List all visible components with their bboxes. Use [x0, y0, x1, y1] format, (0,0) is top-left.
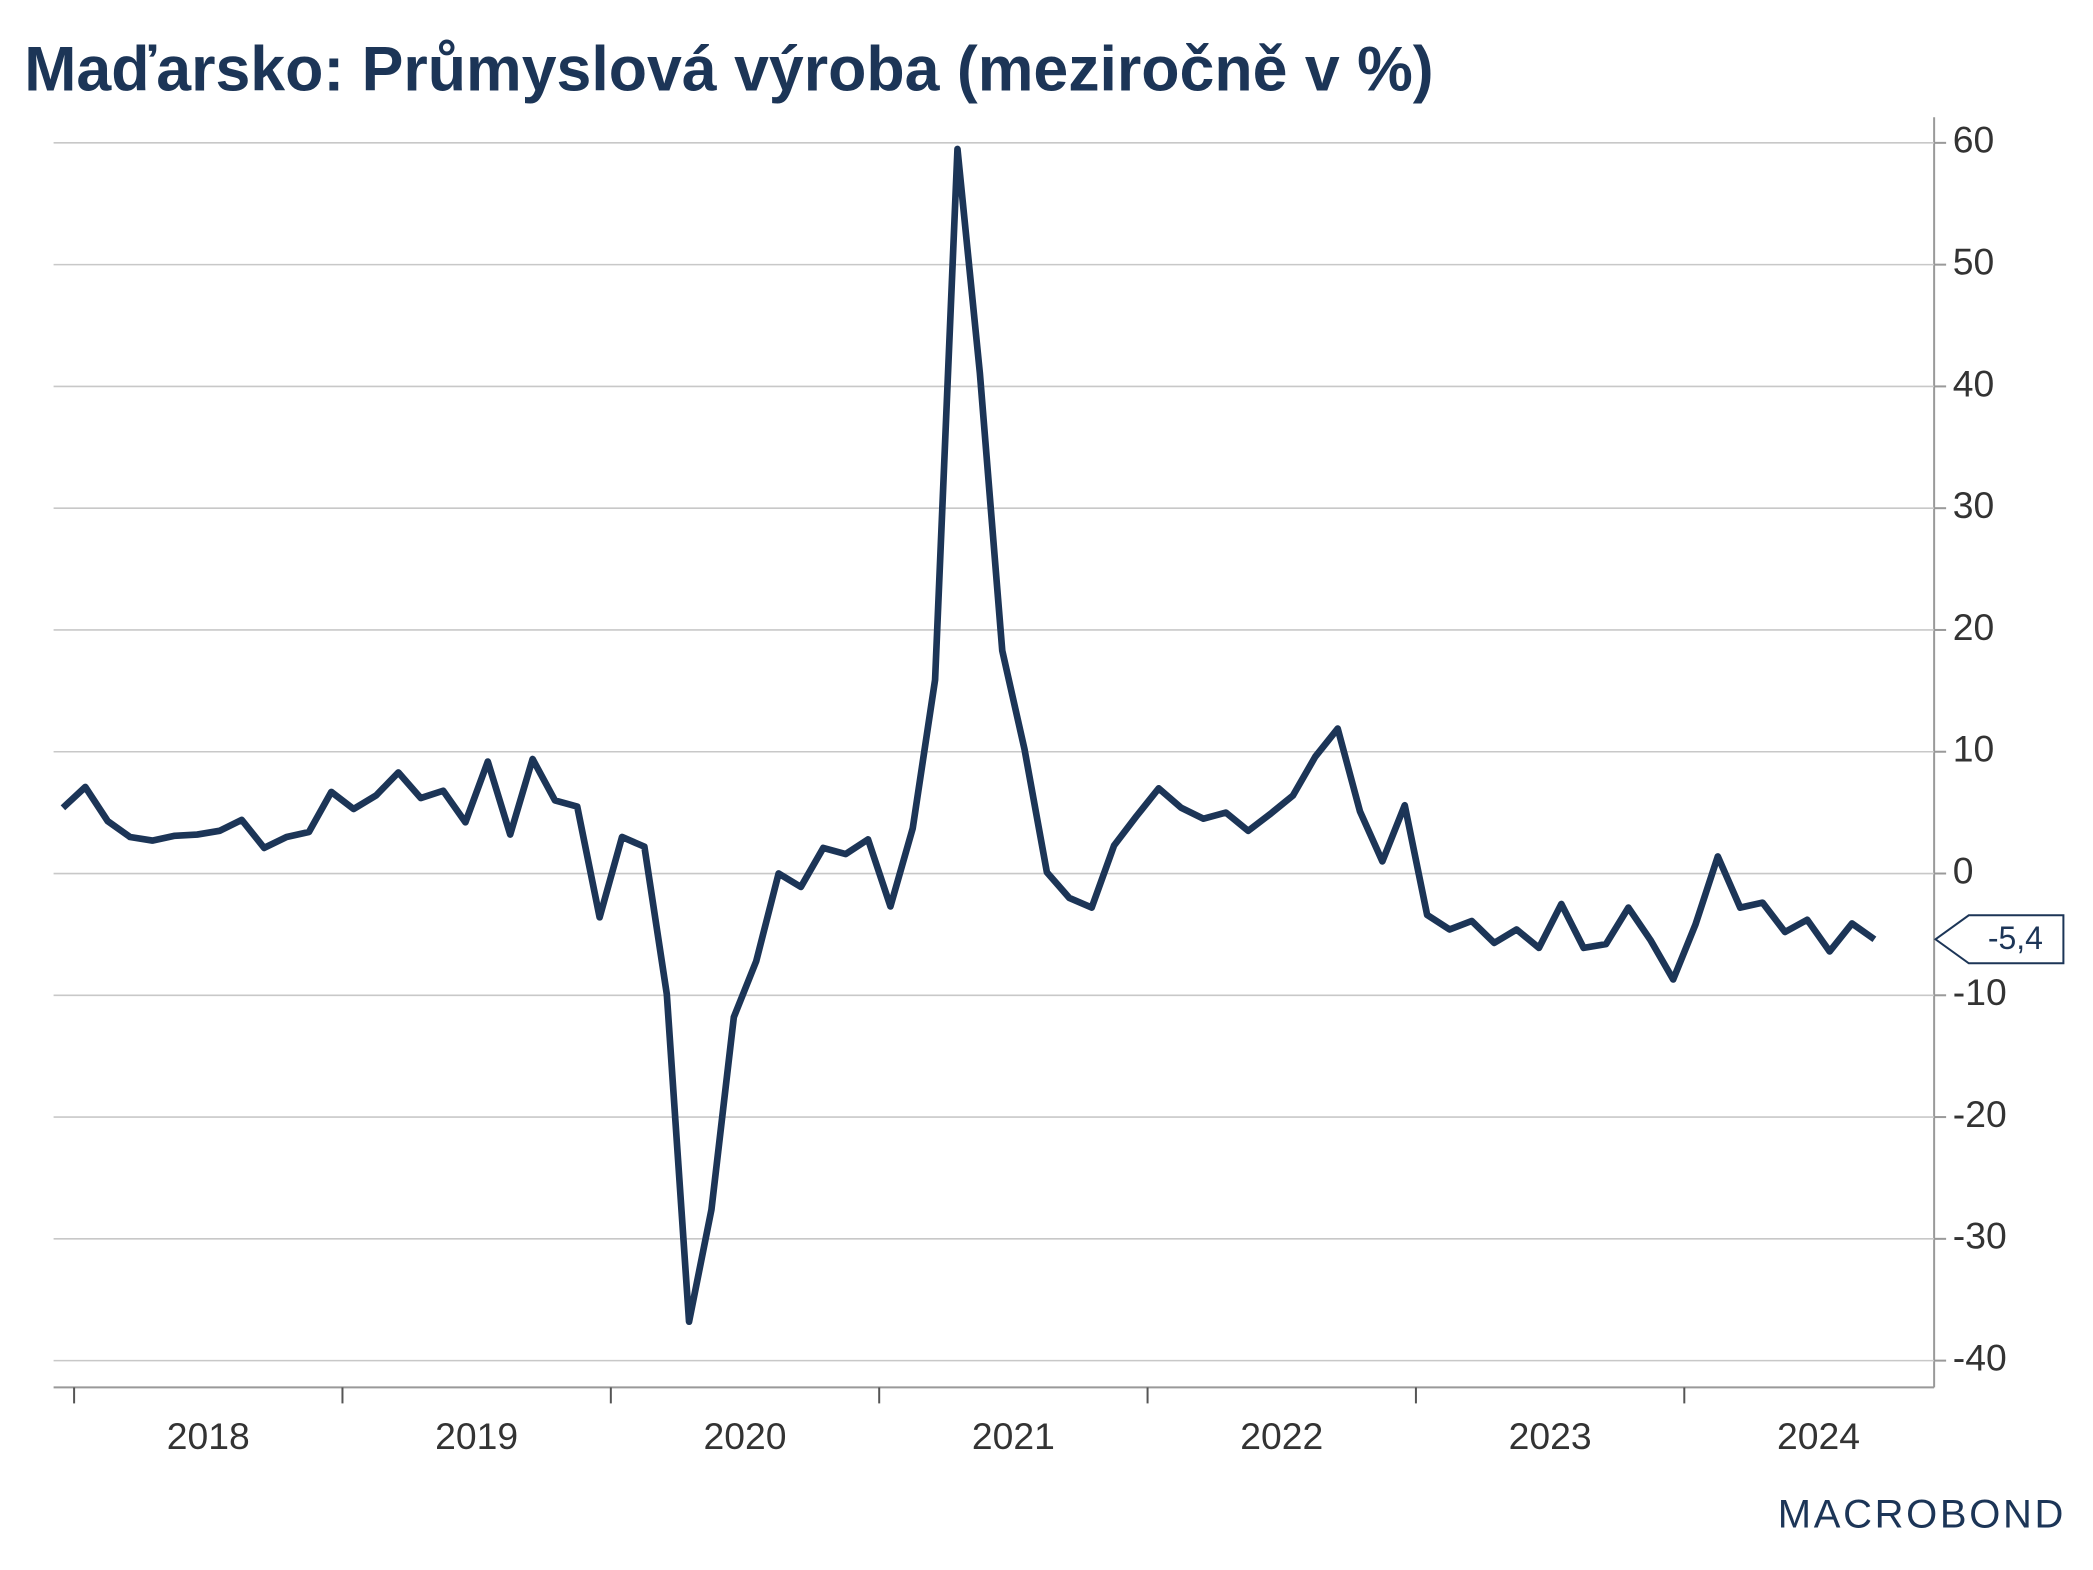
x-tick-label: 2023 [1509, 1415, 1592, 1457]
y-tick-label: -10 [1953, 971, 2007, 1013]
y-tick-label: -40 [1953, 1336, 2007, 1378]
y-tick-label: 60 [1953, 119, 1995, 161]
last-value-label: -5,4 [1988, 920, 2043, 956]
x-tick-label: 2018 [167, 1415, 250, 1457]
x-tick-label: 2021 [972, 1415, 1055, 1457]
x-tick-label: 2020 [704, 1415, 787, 1457]
y-tick-label: -20 [1953, 1093, 2007, 1135]
y-tick-label: 10 [1953, 728, 1995, 770]
y-tick-label: 0 [1953, 849, 1974, 891]
x-tick-label: 2019 [435, 1415, 518, 1457]
x-tick-label: 2024 [1777, 1415, 1860, 1457]
y-tick-label: 50 [1953, 240, 1995, 282]
data-line [60, 145, 1877, 1326]
last-value-box [1933, 914, 2065, 965]
y-tick-label: 40 [1953, 362, 1995, 404]
y-tick-label: 30 [1953, 484, 1995, 526]
x-tick-label: 2022 [1240, 1415, 1323, 1457]
y-tick-label: 20 [1953, 606, 1995, 648]
chart-title: Maďarsko: Průmyslová výroba (meziročně v… [24, 35, 1433, 105]
source-logo: MACROBOND [1778, 1492, 2066, 1536]
y-tick-label: -30 [1953, 1215, 2007, 1257]
